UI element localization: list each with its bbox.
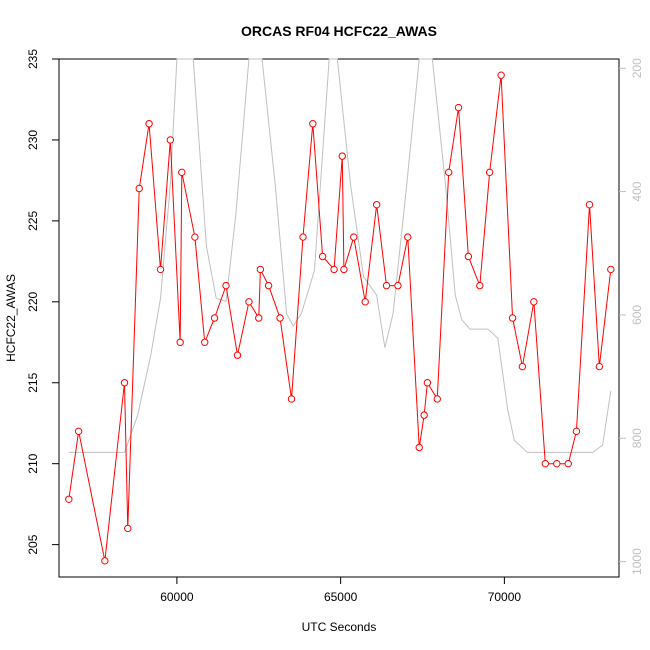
data-point [485, 168, 494, 177]
data-point [420, 411, 428, 419]
data-point [382, 281, 391, 290]
data-point [299, 233, 307, 241]
x-tick-label: 65000 [324, 590, 358, 604]
data-point [166, 136, 175, 144]
data-point [433, 395, 441, 403]
chart-title: ORCAS RF04 HCFC22_AWAS [241, 23, 437, 39]
y2-tick-label: 800 [630, 428, 644, 448]
x-tick-label: 70000 [488, 590, 522, 604]
data-point [518, 362, 527, 371]
data-point [330, 265, 338, 274]
data-point [338, 152, 346, 160]
y-tick-label: 225 [26, 211, 40, 231]
data-point [553, 459, 561, 468]
data-point [607, 265, 615, 274]
data-point [564, 459, 572, 468]
data-point [255, 314, 263, 322]
data-point [350, 233, 358, 241]
y-tick-label: 215 [26, 372, 40, 392]
data-point [156, 265, 165, 274]
secondary-y-axis: 200 400 600 800 1000 [619, 58, 644, 575]
data-point [210, 314, 219, 322]
data-point [464, 252, 473, 261]
data-point [445, 168, 453, 177]
data-point [585, 200, 594, 209]
y2-tick-label: 600 [630, 305, 644, 325]
data-point [572, 427, 581, 436]
y-axis-label: HCFC22_AWAS [4, 274, 18, 362]
data-point [508, 314, 517, 322]
x-tick-label: 60000 [160, 590, 194, 604]
data-point [101, 557, 109, 565]
data-point [191, 233, 199, 241]
data-point [178, 168, 186, 177]
data-point [530, 298, 538, 306]
data-point [318, 252, 327, 261]
data-point [394, 281, 402, 290]
data-point [222, 281, 230, 290]
data-point [595, 362, 604, 371]
data-point [120, 379, 129, 387]
data-point [309, 120, 317, 128]
y2-tick-label: 1000 [630, 548, 644, 575]
data-point [372, 200, 381, 209]
data-point [497, 71, 505, 79]
data-point [65, 495, 73, 503]
y-tick-label: 220 [26, 291, 40, 311]
y-tick-label: 230 [26, 130, 40, 150]
secondary-series-line [68, 58, 612, 453]
data-point [361, 298, 369, 306]
data-point [74, 427, 83, 436]
y-tick-label: 210 [26, 453, 40, 473]
y-tick-label: 205 [26, 534, 40, 554]
data-point [404, 233, 412, 241]
data-point [454, 103, 463, 112]
data-point [340, 265, 348, 274]
x-axis: 60000 65000 70000 [160, 577, 521, 604]
y-axis: 205 210 215 220 225 230 235 [26, 49, 59, 555]
data-point [233, 351, 242, 359]
y-tick-label: 235 [26, 49, 40, 69]
data-point [287, 395, 296, 403]
data-point [245, 298, 253, 306]
data-points [65, 71, 615, 565]
data-point [135, 184, 143, 193]
data-point [176, 338, 184, 346]
x-axis-label: UTC Seconds [302, 620, 377, 634]
data-point [423, 379, 432, 387]
data-point [476, 281, 484, 290]
series-lines [68, 58, 612, 561]
y2-tick-label: 400 [630, 181, 644, 201]
data-point [145, 120, 153, 128]
plot-frame [58, 58, 620, 578]
data-point [276, 314, 284, 322]
data-point [124, 524, 132, 533]
data-point [541, 459, 550, 468]
primary-series-line [68, 75, 612, 561]
data-point [256, 265, 265, 274]
data-point [264, 281, 273, 290]
y2-tick-label: 200 [630, 58, 644, 78]
data-point [415, 443, 423, 452]
data-point [201, 338, 209, 346]
